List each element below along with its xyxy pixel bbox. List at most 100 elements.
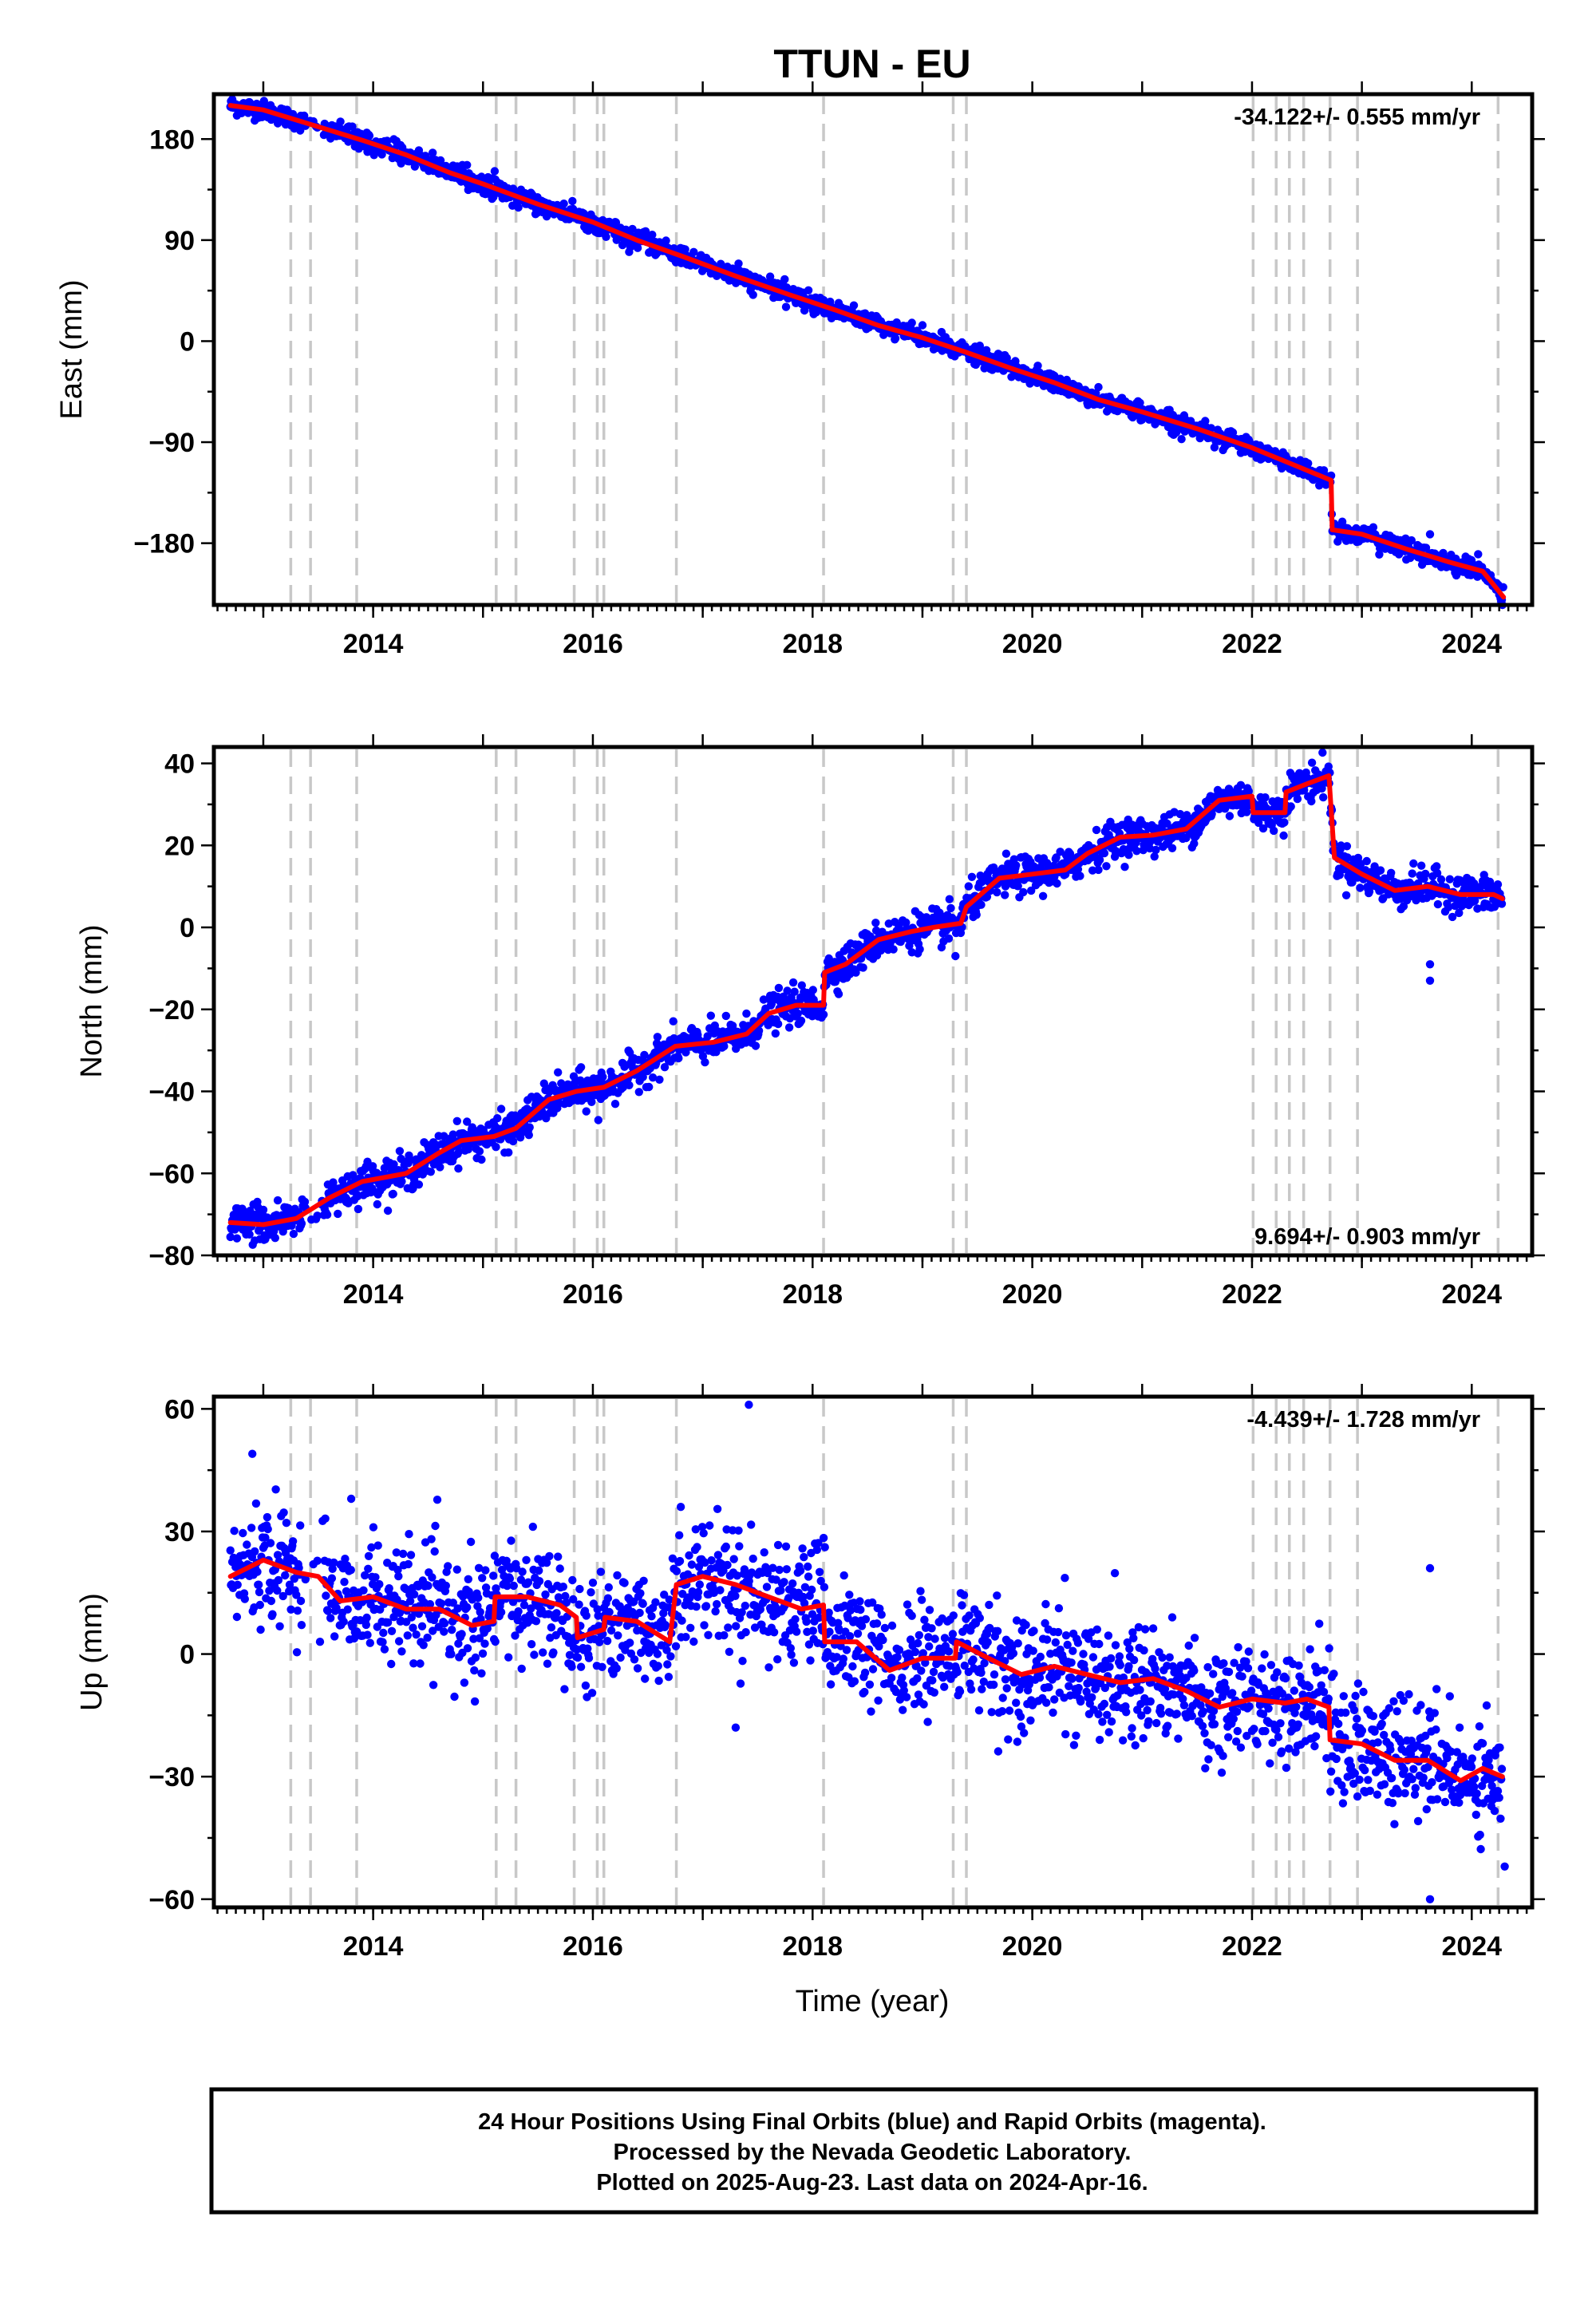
north-point-560 xyxy=(610,1100,620,1109)
north-point-199 xyxy=(373,1199,381,1209)
up-point-257 xyxy=(413,1582,423,1591)
up-point-670 xyxy=(686,1623,695,1633)
east-point-493 xyxy=(568,196,577,206)
up-point-116 xyxy=(321,1514,330,1524)
up-point-415 xyxy=(518,1567,527,1576)
east-point-544 xyxy=(602,232,610,241)
up-point-594 xyxy=(636,1589,645,1598)
up-point-414 xyxy=(517,1664,526,1674)
east-point-1199 xyxy=(1033,362,1042,370)
up-point-6 xyxy=(230,1527,239,1535)
up-point-145 xyxy=(340,1578,349,1587)
up-point-308 xyxy=(448,1626,456,1634)
up-point-358 xyxy=(480,1639,489,1648)
east-point-920 xyxy=(849,301,859,310)
east-point-1905 xyxy=(1499,583,1507,591)
north-point-947 xyxy=(866,932,875,941)
north-point-842 xyxy=(796,1016,806,1026)
north-point-1807 xyxy=(1432,868,1442,878)
up-point-25 xyxy=(243,1540,251,1549)
north-point-72 xyxy=(273,1196,282,1205)
up-point-203 xyxy=(378,1638,387,1646)
up-point-282 xyxy=(430,1547,439,1556)
north-point-581 xyxy=(625,1081,634,1090)
north-point-832 xyxy=(790,987,799,996)
up-point-75 xyxy=(275,1622,284,1631)
up-point-560 xyxy=(614,1631,622,1640)
north-point-807 xyxy=(773,1019,783,1029)
up-point-179 xyxy=(362,1613,371,1622)
north-point-210 xyxy=(380,1164,389,1172)
east-point-793 xyxy=(765,272,775,281)
north-point-815 xyxy=(779,992,788,1002)
north-point-1179 xyxy=(1019,887,1028,897)
up-point-73 xyxy=(274,1575,283,1585)
up-point-211 xyxy=(383,1618,393,1627)
up-point-640 xyxy=(666,1652,675,1661)
north-point-1191 xyxy=(1027,886,1036,895)
north-data-points xyxy=(226,748,1507,1249)
up-point-32 xyxy=(247,1524,256,1532)
up-point-504 xyxy=(576,1662,586,1671)
north-point-1380 xyxy=(1152,845,1160,855)
north-point-233 xyxy=(395,1147,405,1156)
east-xtick-label: 2020 xyxy=(1002,629,1063,659)
north-point-387 xyxy=(496,1105,506,1113)
north-point-611 xyxy=(645,1082,654,1092)
north-point-1737 xyxy=(1387,868,1396,878)
north-point-627 xyxy=(655,1075,664,1085)
east-point-1354 xyxy=(1136,398,1144,407)
east-point-1111 xyxy=(975,342,985,350)
east-point-141 xyxy=(336,117,345,126)
up-point-37 xyxy=(251,1547,259,1556)
up-point-516 xyxy=(584,1654,594,1662)
up-point-332 xyxy=(463,1644,472,1653)
up-point-578 xyxy=(626,1638,634,1647)
north-ytick-label: 40 xyxy=(164,749,195,780)
up-point-90 xyxy=(285,1580,294,1589)
east-xtick-label: 2018 xyxy=(782,629,843,659)
north-point-1209 xyxy=(1038,891,1048,901)
up-point-402 xyxy=(509,1581,518,1591)
up-point-44 xyxy=(255,1587,264,1597)
north-point-1265 xyxy=(1076,871,1084,880)
north-point-224 xyxy=(389,1160,398,1169)
up-point-112 xyxy=(315,1638,325,1646)
up-point-648 xyxy=(671,1642,681,1650)
up-point-227 xyxy=(394,1571,403,1581)
north-point-1230 xyxy=(1053,879,1061,888)
north-point-139 xyxy=(334,1209,342,1219)
north-point-1001 xyxy=(902,918,911,927)
up-point-331 xyxy=(463,1603,472,1612)
up-point-249 xyxy=(409,1623,417,1632)
east-point-614 xyxy=(648,231,657,239)
north-point-1826 xyxy=(1445,875,1455,883)
north-xtick-label: 2024 xyxy=(1441,1279,1502,1310)
north-ytick-label: 0 xyxy=(180,913,195,943)
north-point-1290 xyxy=(1092,825,1101,835)
north-point-430 xyxy=(525,1123,534,1132)
up-point-61 xyxy=(266,1539,275,1547)
up-point-431 xyxy=(528,1522,537,1531)
up-point-691 xyxy=(700,1621,709,1630)
up-point-59 xyxy=(265,1587,274,1595)
up-point-133 xyxy=(332,1603,341,1613)
up-point-617 xyxy=(651,1598,660,1607)
north-point-1769 xyxy=(1408,869,1416,878)
up-point-654 xyxy=(675,1556,685,1566)
north-point-1101 xyxy=(967,872,977,882)
up-point-446 xyxy=(539,1648,547,1657)
north-point-1574 xyxy=(1279,831,1288,840)
up-point-299 xyxy=(441,1581,450,1591)
north-point-280 xyxy=(426,1168,435,1176)
north-point-111 xyxy=(300,1197,310,1207)
north-point-1909 xyxy=(951,951,960,961)
east-point-185 xyxy=(365,131,374,140)
up-point-632 xyxy=(661,1621,670,1630)
north-point-1521 xyxy=(1244,787,1254,796)
east-fit-line xyxy=(227,103,1507,600)
east-point-851 xyxy=(804,286,813,294)
north-frame xyxy=(211,745,1535,1258)
north-point-803 xyxy=(771,1029,780,1038)
